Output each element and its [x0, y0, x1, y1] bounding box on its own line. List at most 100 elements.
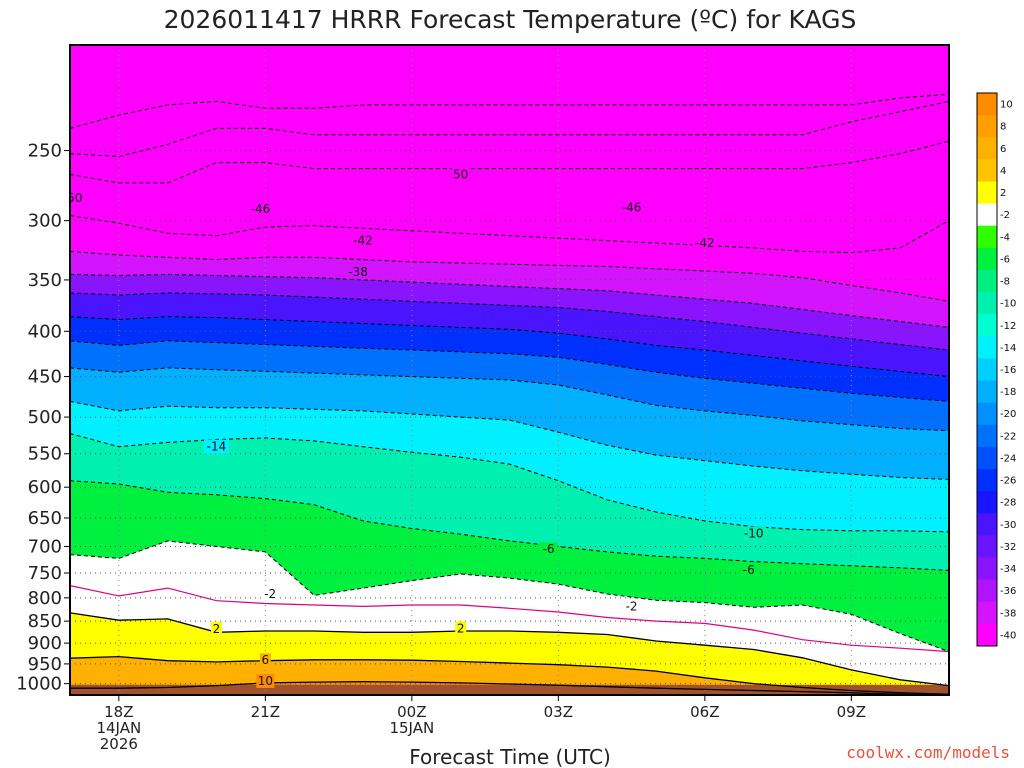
contour-label: -46	[251, 202, 271, 216]
contour-label-bg	[739, 562, 758, 577]
isotherm--6	[70, 480, 949, 571]
colorbar-cell	[977, 225, 997, 249]
contour-label: -2	[626, 599, 638, 613]
colorbar-cell	[977, 601, 997, 625]
colorbar-label: -36	[1000, 586, 1016, 597]
credit-text: coolwx.com/models	[846, 743, 1010, 762]
colorbar-label: -12	[1000, 321, 1016, 332]
contour-label-bg	[692, 236, 718, 251]
colorbar-cell	[977, 513, 997, 536]
y-tick-label: 1000	[16, 674, 62, 695]
colorbar-label: -8	[1000, 277, 1010, 288]
freezing-line	[70, 585, 949, 653]
y-tick-label: 650	[28, 508, 62, 529]
y-tick-label: 300	[28, 211, 62, 232]
x-tick-label: 03Z	[544, 703, 573, 721]
y-tick-label: 600	[28, 477, 62, 498]
isotherm--2	[70, 540, 949, 653]
colorbar-cell	[977, 336, 997, 359]
contour-label-bg	[345, 265, 371, 280]
x-tick-label: 09Z	[837, 703, 866, 721]
y-tick-label: 850	[28, 611, 62, 632]
contour-label: -10	[744, 527, 764, 541]
colorbar-label: -22	[1000, 431, 1016, 442]
colorbar-cell	[977, 159, 997, 182]
colorbar-label: -10	[1000, 299, 1016, 310]
y-tick-label: 350	[28, 270, 62, 291]
gridlines	[70, 45, 949, 695]
colorbar-label: -4	[1000, 232, 1010, 243]
contour-label: -42	[353, 234, 373, 248]
plot-area: 50 50 -46 -46 -42 -42 -38 -14 -10 -6 -6 -2 -2 2 2 6 10	[67, 45, 949, 695]
colorbar-label: -18	[1000, 387, 1016, 398]
colorbar-label: -2	[1000, 210, 1010, 221]
y-tick-label: 500	[28, 407, 62, 428]
x-tick-label: 14JAN	[96, 719, 141, 737]
colorbar-label: -16	[1000, 365, 1016, 376]
isotherm-contours	[70, 93, 949, 695]
colorbar-cell	[977, 446, 997, 470]
isotherm--50	[70, 100, 949, 158]
colorbar-cell	[977, 292, 997, 315]
y-axis: 2503003504004505005506006507007508008509…	[16, 141, 70, 695]
colorbar-label: -26	[1000, 476, 1016, 487]
isotherm--42	[70, 215, 949, 254]
contour-label: 2	[457, 621, 465, 635]
colorbar-frame	[976, 92, 998, 647]
surface-band	[70, 684, 949, 695]
colorbar-cell	[977, 535, 997, 559]
colorbar-label: -34	[1000, 564, 1016, 575]
surface-ground	[70, 684, 949, 695]
contour-label: 10	[258, 674, 273, 688]
colorbar-cell	[977, 93, 997, 116]
contour-label: -14	[207, 440, 227, 454]
colorbar-label: -38	[1000, 608, 1016, 619]
contour-label-bg	[539, 542, 558, 557]
y-tick-label: 700	[28, 536, 62, 557]
x-tick-label: 2026	[100, 735, 138, 753]
contour-label-bg	[70, 191, 84, 206]
isotherm--18	[70, 367, 949, 432]
contour-label-bg	[261, 586, 280, 601]
colorbar-cell	[977, 623, 997, 647]
y-tick-label: 450	[28, 367, 62, 388]
isotherm-10	[70, 681, 949, 695]
contour-label: -42	[695, 236, 715, 250]
colorbar-cell	[977, 402, 997, 426]
colorbar-cell	[977, 380, 997, 404]
colorbar-label: 10	[1000, 100, 1013, 111]
plot-frame	[69, 44, 950, 696]
y-tick-label: 800	[28, 588, 62, 609]
contour-label-bg	[211, 621, 222, 636]
colorbar-label: -30	[1000, 520, 1016, 531]
contour-label-bg	[350, 233, 376, 248]
colorbar-label: -40	[1000, 630, 1016, 641]
colorbar-label: -6	[1000, 254, 1010, 265]
contour-label-bg	[247, 201, 273, 216]
x-tick-label: 18Z	[104, 703, 133, 721]
x-axis-label: Forecast Time (UTC)	[409, 745, 611, 768]
colorbar-label: -32	[1000, 542, 1016, 553]
colorbar-cell	[977, 269, 997, 293]
colorbar-cell	[977, 137, 997, 160]
colorbar-label: 6	[1000, 144, 1006, 155]
colorbar-cell	[977, 491, 997, 514]
colorbar-label: 4	[1000, 166, 1006, 177]
contour-label-bg	[741, 526, 767, 541]
y-tick-label: 950	[28, 654, 62, 675]
y-tick-label: 250	[28, 141, 62, 162]
colorbar-label: -24	[1000, 453, 1016, 464]
contour-label-bg	[259, 653, 271, 668]
colorbar-cell	[977, 181, 997, 205]
colorbar-cell	[977, 115, 997, 138]
colorbar-cell	[977, 579, 997, 603]
y-tick-label: 400	[28, 321, 62, 342]
colorbar-cell	[977, 469, 997, 492]
colorbar-label: -28	[1000, 498, 1016, 509]
contour-label-bg	[204, 439, 229, 454]
colorbar-cell	[977, 424, 997, 448]
contour-label: 50	[67, 191, 82, 205]
isotherm--22	[70, 340, 949, 402]
isotherm--54	[70, 93, 949, 129]
